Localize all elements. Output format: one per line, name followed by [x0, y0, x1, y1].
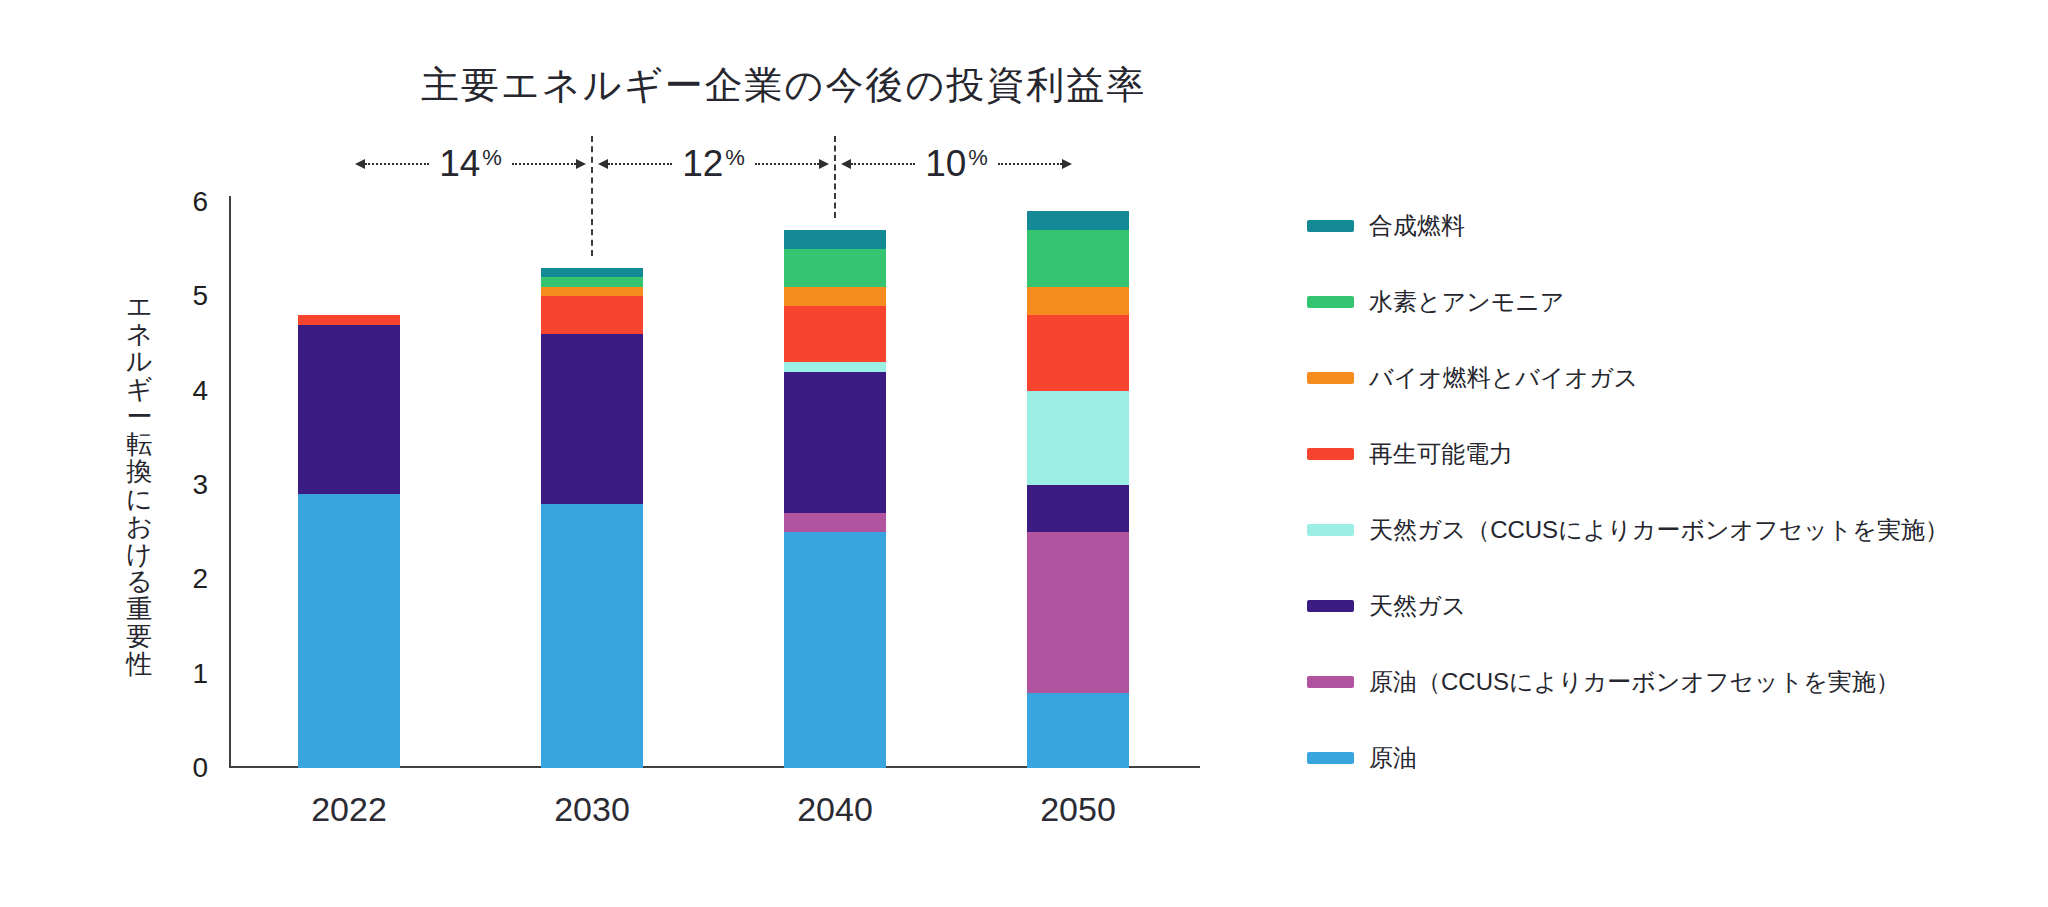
- bar-segment: [1027, 230, 1129, 287]
- annotation-value: 10: [925, 143, 966, 184]
- percent-sign: %: [725, 145, 745, 170]
- y-tick-label: 1: [138, 660, 208, 688]
- y-axis-title-char: お: [126, 513, 153, 541]
- x-axis-label: 2040: [745, 790, 925, 829]
- legend-label: 合成燃料: [1369, 211, 1465, 241]
- y-axis-line: [229, 196, 231, 768]
- bar-segment: [784, 362, 886, 372]
- chart-canvas: 主要エネルギー企業の今後の投資利益率 エネルギー転換における重要性 012345…: [0, 0, 2048, 907]
- bar-segment: [1027, 211, 1129, 230]
- dotted-line: [851, 163, 915, 165]
- bar-segment: [1027, 485, 1129, 532]
- legend-swatch: [1307, 220, 1354, 232]
- bar-segment: [784, 372, 886, 513]
- roi-gap-annotation: 12%: [598, 142, 829, 186]
- dashed-guide-line: [834, 136, 836, 218]
- bar-segment: [784, 306, 886, 362]
- bar-segment: [541, 504, 643, 768]
- bar-segment: [298, 325, 400, 494]
- legend-label: 原油（CCUSによりカーボンオフセットを実施）: [1369, 667, 1900, 697]
- legend-label: 天然ガス: [1369, 591, 1466, 621]
- legend-swatch: [1307, 752, 1354, 764]
- bar-segment: [784, 513, 886, 532]
- bar-segment: [298, 315, 400, 325]
- arrow-right-icon: [576, 159, 586, 169]
- bar-segment: [298, 494, 400, 768]
- bar-segment: [541, 277, 643, 287]
- y-tick-label: 0: [138, 754, 208, 782]
- annotation-label: 10%: [915, 143, 998, 185]
- y-tick-label: 4: [138, 377, 208, 405]
- bar-segment: [541, 287, 643, 296]
- dotted-line: [998, 163, 1062, 165]
- annotation-label: 12%: [672, 143, 755, 185]
- bar-segment: [784, 230, 886, 249]
- bar-segment: [541, 334, 643, 504]
- arrow-left-icon: [841, 159, 851, 169]
- x-axis-label: 2050: [988, 790, 1168, 829]
- y-tick-label: 2: [138, 565, 208, 593]
- y-axis-title-char: ネ: [126, 320, 153, 348]
- annotation-value: 14: [439, 143, 480, 184]
- percent-sign: %: [482, 145, 502, 170]
- legend-swatch: [1307, 448, 1354, 460]
- bar-segment: [541, 296, 643, 334]
- y-axis-title-char: 重: [126, 595, 152, 623]
- y-axis-title-char: 要: [126, 623, 152, 651]
- y-tick-label: 3: [138, 471, 208, 499]
- roi-gap-annotation: 14%: [355, 142, 586, 186]
- y-axis-title-char: ル: [126, 348, 153, 376]
- legend-swatch: [1307, 296, 1354, 308]
- arrow-right-icon: [819, 159, 829, 169]
- legend-swatch: [1307, 600, 1354, 612]
- dotted-line: [608, 163, 672, 165]
- legend-label: 天然ガス（CCUSによりカーボンオフセットを実施）: [1369, 515, 1949, 545]
- bar-segment: [1027, 693, 1129, 768]
- annotation-value: 12: [682, 143, 723, 184]
- dashed-guide-line: [591, 136, 593, 256]
- legend-swatch: [1307, 372, 1354, 384]
- legend-swatch: [1307, 524, 1354, 536]
- y-tick-label: 6: [138, 188, 208, 216]
- y-axis-title-char: け: [126, 540, 153, 568]
- bar-segment: [784, 249, 886, 287]
- bar-segment: [1027, 287, 1129, 315]
- arrow-right-icon: [1062, 159, 1072, 169]
- legend-label: 再生可能電力: [1369, 439, 1513, 469]
- bar-segment: [1027, 532, 1129, 693]
- bar-segment: [1027, 391, 1129, 485]
- chart-title: 主要エネルギー企業の今後の投資利益率: [421, 60, 1146, 111]
- x-axis-label: 2022: [259, 790, 439, 829]
- bar-segment: [1027, 315, 1129, 391]
- arrow-left-icon: [598, 159, 608, 169]
- dotted-line: [755, 163, 819, 165]
- roi-gap-annotation: 10%: [841, 142, 1072, 186]
- percent-sign: %: [968, 145, 988, 170]
- y-axis-title-char: ー: [126, 403, 152, 431]
- y-tick-label: 5: [138, 282, 208, 310]
- dotted-line: [512, 163, 576, 165]
- bar-segment: [784, 287, 886, 306]
- legend-label: 原油: [1369, 743, 1417, 773]
- dotted-line: [365, 163, 429, 165]
- x-axis-label: 2030: [502, 790, 682, 829]
- legend-label: バイオ燃料とバイオガス: [1369, 363, 1638, 393]
- y-axis-title-char: 転: [126, 430, 152, 458]
- annotation-label: 14%: [429, 143, 512, 185]
- arrow-left-icon: [355, 159, 365, 169]
- bar-segment: [784, 532, 886, 768]
- legend-label: 水素とアンモニア: [1369, 287, 1564, 317]
- legend-swatch: [1307, 676, 1354, 688]
- bar-segment: [541, 268, 643, 277]
